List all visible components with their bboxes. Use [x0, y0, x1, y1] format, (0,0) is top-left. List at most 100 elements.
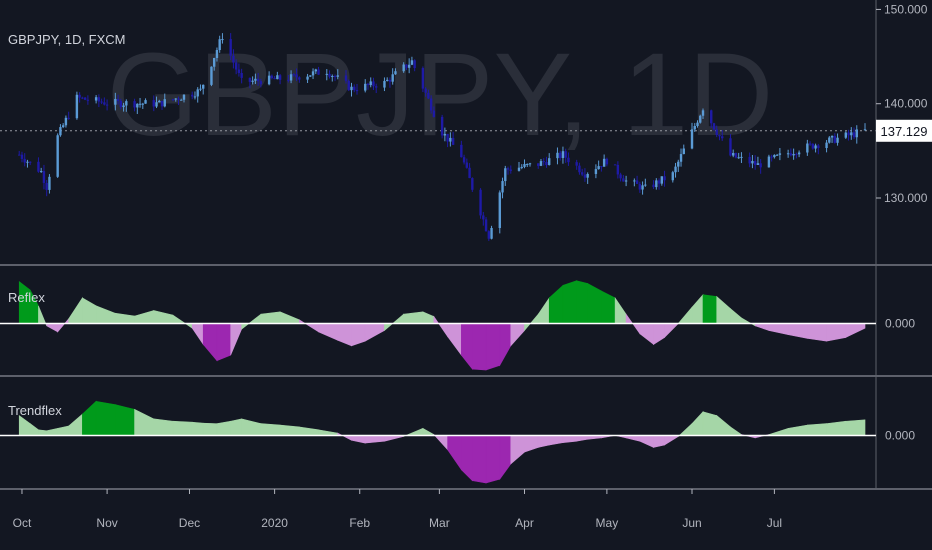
candle-body [20, 154, 24, 159]
candle-body [732, 153, 735, 156]
candle-body [506, 168, 510, 170]
candle-body [75, 94, 79, 119]
candle-body [355, 90, 359, 92]
candle-body [180, 99, 183, 101]
reflex-zero-label: 0.000 [885, 317, 915, 331]
candle-body [679, 154, 683, 162]
time-tick-label: Jul [767, 516, 782, 530]
candle-body [671, 172, 674, 181]
candle-body [622, 178, 625, 182]
area-segment [153, 418, 174, 436]
candle-body [369, 81, 372, 86]
candle-body [542, 161, 545, 163]
candle-body [56, 135, 59, 177]
candle-body [537, 163, 540, 166]
candle-body [163, 99, 166, 107]
candle-body [42, 171, 46, 183]
candle-body [605, 158, 609, 165]
candle-body [811, 143, 815, 149]
candle-body [526, 164, 529, 166]
candle-body [737, 157, 740, 159]
candle-body [484, 219, 488, 232]
price-axis[interactable]: 150.000 140.000 130.000 [876, 2, 928, 205]
candle-body [182, 94, 186, 100]
candle-body [234, 62, 238, 70]
candle-body [18, 154, 21, 156]
candle-body [385, 79, 389, 81]
candle-body [773, 154, 776, 158]
candle-body [364, 83, 367, 91]
candle-body [347, 80, 350, 91]
candle-body [498, 192, 501, 229]
candle-body [81, 97, 84, 99]
candle-body [545, 161, 548, 166]
time-tick-label: Oct [13, 516, 32, 530]
candle-body [105, 104, 109, 106]
candle-body [125, 101, 128, 106]
candle-body [160, 100, 164, 107]
candle-body [410, 60, 414, 65]
candle-body [828, 137, 831, 143]
candle-body [795, 153, 798, 155]
area-segment [562, 280, 577, 324]
candle-body [83, 97, 87, 100]
candle-body [122, 105, 125, 108]
candle-body [350, 86, 353, 91]
candle-body [696, 122, 699, 127]
candle-body [674, 166, 677, 173]
candle-body [808, 143, 812, 145]
candle-body [490, 228, 493, 239]
candle-body [652, 184, 655, 188]
candle-body [836, 137, 839, 143]
candle-body [602, 158, 606, 167]
time-tick-label: Dec [179, 516, 200, 530]
candle-body [520, 166, 523, 168]
candle-body [413, 60, 416, 69]
candle-body [375, 86, 378, 88]
area-segment [260, 423, 281, 436]
area-segment [807, 423, 827, 436]
candle-body [212, 57, 216, 67]
candle-body [789, 153, 793, 156]
candle-body [344, 75, 348, 81]
candle-body [276, 75, 279, 80]
candle-body [39, 171, 43, 173]
area-segment [95, 400, 116, 436]
candle-body [278, 75, 282, 80]
candle-body [221, 39, 224, 41]
candle-body [86, 99, 90, 101]
candle-body [756, 163, 760, 165]
candle-body [778, 153, 782, 155]
candle-body [325, 73, 328, 75]
candle-body [797, 152, 801, 155]
candle-body [29, 161, 32, 163]
candle-body [471, 178, 474, 190]
candle-body [487, 231, 491, 239]
candle-body [712, 123, 716, 130]
area-segment [537, 435, 550, 448]
candle-body [210, 66, 213, 85]
candle-body [701, 110, 705, 116]
candle-body [336, 75, 339, 77]
candle-body [583, 174, 587, 178]
area-segment [485, 323, 501, 371]
candle-body [141, 103, 144, 105]
candle-body [844, 132, 847, 138]
candle-body [753, 160, 757, 165]
candle-body [613, 164, 617, 166]
candle-body [383, 80, 386, 88]
candle-body [218, 39, 221, 51]
time-axis[interactable]: Oct Nov Dec 2020 Feb Mar Apr May Jun Jul [13, 489, 782, 530]
area-segment [279, 424, 300, 436]
candle-body [119, 100, 123, 108]
candle-body [468, 167, 471, 179]
time-tick-label: Feb [349, 516, 370, 530]
candle-body [270, 75, 274, 79]
candle-body [501, 181, 504, 193]
candle-body [619, 174, 622, 179]
area-segment [485, 435, 501, 484]
candle-body [734, 153, 738, 158]
candle-body [138, 103, 142, 105]
candle-body [556, 152, 559, 159]
candle-body [699, 115, 702, 123]
